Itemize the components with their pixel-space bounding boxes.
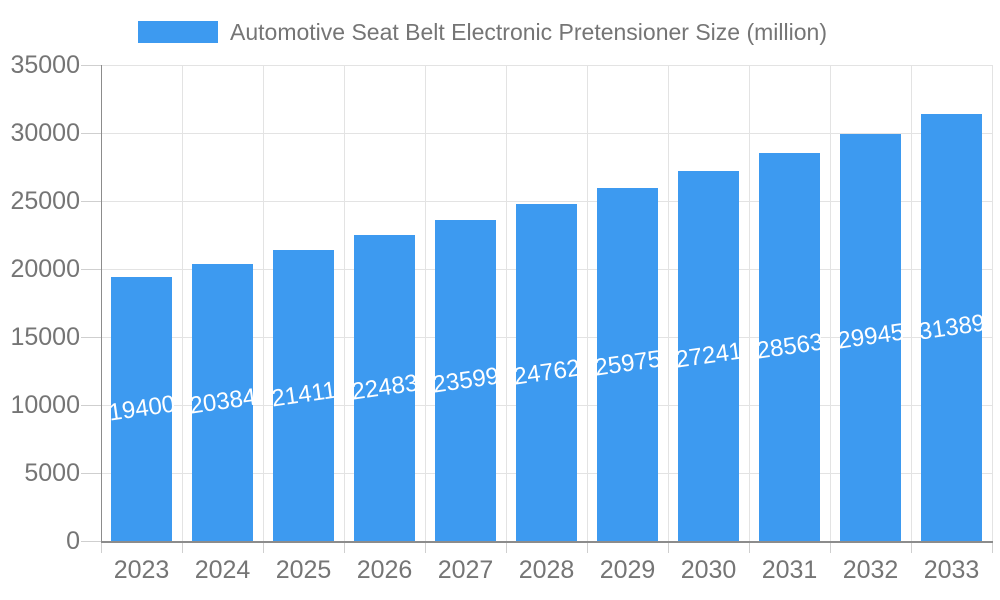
- y-axis-tick: [81, 404, 101, 406]
- y-axis-label: 35000: [10, 51, 80, 79]
- y-axis-label: 10000: [10, 391, 80, 419]
- x-axis-label: 2033: [923, 556, 980, 584]
- gridline-vertical: [748, 65, 750, 541]
- y-axis-tick: [81, 472, 101, 474]
- x-axis-tick: [667, 541, 669, 553]
- x-axis-tick: [343, 541, 345, 553]
- bar-2028: [516, 204, 577, 541]
- y-axis-label: 15000: [10, 323, 80, 351]
- x-axis-tick: [505, 541, 507, 553]
- x-axis-tick: [829, 541, 831, 553]
- y-axis-label: 0: [66, 527, 80, 555]
- bar-2024: [192, 263, 253, 541]
- x-axis-label: 2030: [680, 556, 737, 584]
- x-axis-label: 2031: [761, 556, 818, 584]
- x-axis-label: 2024: [194, 556, 251, 584]
- bar-2027: [435, 220, 496, 541]
- x-axis-tick: [910, 541, 912, 553]
- bar-2023: [111, 277, 172, 541]
- x-axis-label: 2027: [437, 556, 494, 584]
- bar-2031: [759, 152, 820, 541]
- bar-2032: [840, 133, 901, 541]
- gridline-horizontal: [101, 64, 992, 66]
- bar-2026: [354, 235, 415, 541]
- legend: Automotive Seat Belt Electronic Pretensi…: [138, 18, 827, 46]
- gridline-vertical: [829, 65, 831, 541]
- x-axis-label: 2023: [113, 556, 170, 584]
- y-axis-tick: [81, 268, 101, 270]
- bar-2033: [921, 114, 982, 541]
- gridline-vertical: [424, 65, 426, 541]
- x-axis-label: 2026: [356, 556, 413, 584]
- bar-2030: [678, 170, 739, 541]
- gridline-vertical: [262, 65, 264, 541]
- y-axis-tick: [81, 336, 101, 338]
- x-axis-tick: [100, 541, 102, 553]
- x-axis-tick: [586, 541, 588, 553]
- x-axis-tick: [748, 541, 750, 553]
- bar-2029: [597, 187, 658, 541]
- gridline-vertical: [586, 65, 588, 541]
- bar-2025: [273, 249, 334, 541]
- x-axis-tick: [424, 541, 426, 553]
- y-axis-label: 5000: [24, 459, 80, 487]
- y-axis-tick: [81, 132, 101, 134]
- y-axis-label: 25000: [10, 187, 80, 215]
- gridline-vertical: [343, 65, 345, 541]
- gridline-vertical: [910, 65, 912, 541]
- gridline-vertical: [181, 65, 183, 541]
- y-axis-tick: [81, 540, 101, 542]
- x-axis-label: 2032: [842, 556, 899, 584]
- x-axis-tick: [991, 541, 993, 553]
- gridline-vertical: [667, 65, 669, 541]
- plot-area: 0 5000 10000 15000 20000 25000 30000 35000 19400…: [10, 53, 993, 583]
- legend-swatch: [138, 21, 218, 43]
- gridline-vertical: [991, 65, 993, 541]
- y-axis-line: [100, 65, 102, 542]
- y-axis-tick: [81, 64, 101, 66]
- x-axis-tick: [181, 541, 183, 553]
- gridline-vertical: [505, 65, 507, 541]
- legend-label: Automotive Seat Belt Electronic Pretensi…: [230, 18, 827, 45]
- x-axis-label: 2028: [518, 556, 575, 584]
- x-axis-label: 2025: [275, 556, 332, 584]
- x-axis-tick: [262, 541, 264, 553]
- y-axis-tick: [81, 200, 101, 202]
- y-axis-label: 20000: [10, 255, 80, 283]
- x-axis-label: 2029: [599, 556, 656, 584]
- y-axis-label: 30000: [10, 119, 80, 147]
